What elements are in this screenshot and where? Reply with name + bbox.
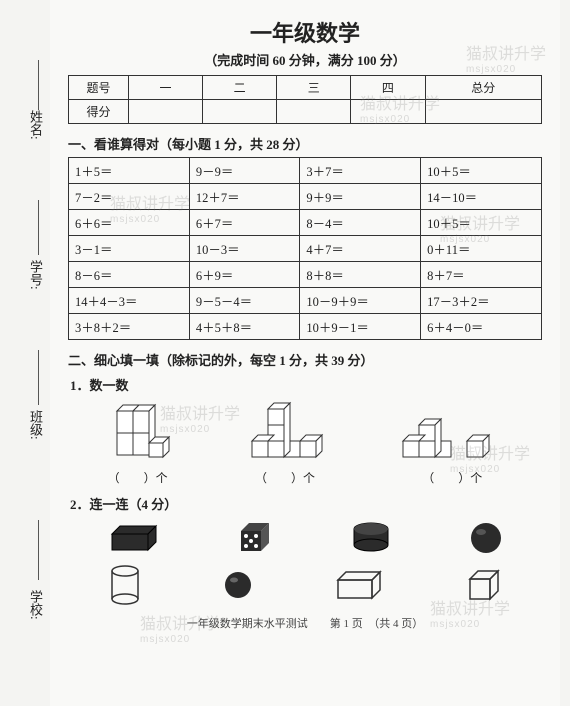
section2-heading: 二、细心填一填（除标记的外，每空 1 分，共 39 分）: [68, 350, 542, 369]
calc-cell: 8－6＝: [69, 262, 190, 288]
cell: 总分: [425, 76, 542, 100]
side-label-school: 学校:: [26, 590, 45, 620]
side-line: [38, 60, 39, 110]
count-caption: （ ）个: [255, 471, 315, 485]
calc-cell: 6＋4－0＝: [421, 314, 542, 340]
side-label-name: 姓名:: [26, 110, 45, 140]
cube-outline-icon: [466, 567, 502, 603]
table-row: 6＋6＝6＋7＝8－4＝10＋5＝: [69, 210, 542, 236]
page-footer: 一年级数学期末水平测试 第 1 页 （共 4 页）: [68, 615, 542, 631]
calc-cell: 3＋7＝: [300, 158, 421, 184]
table-row: 得分: [69, 100, 542, 124]
calc-cell: 12＋7＝: [189, 184, 300, 210]
match-top-row: [68, 519, 542, 557]
calc-cell: 10＋5＝: [421, 158, 542, 184]
calc-cell: 10＋5＝: [421, 210, 542, 236]
dice-icon: [237, 519, 275, 557]
table-row: 8－6＝6＋9＝8＋8＝8＋7＝: [69, 262, 542, 288]
page-content: 一年级数学 （完成时间 60 分钟，满分 100 分） 题号 一 二 三 四 总…: [50, 0, 560, 706]
cubes-1-icon: [103, 403, 173, 467]
match-bottom-row: [68, 563, 542, 607]
calc-cell: 3＋8＋2＝: [69, 314, 190, 340]
sphere-solid-icon: [468, 520, 504, 556]
table-row: 3＋8＋2＝4＋5＋8＝10＋9－1＝6＋4－0＝: [69, 314, 542, 340]
cell: 一: [129, 76, 203, 100]
calc-cell: 14＋4－3＝: [69, 288, 190, 314]
binding-margin: 姓名: 学号: 班级: 学校:: [0, 0, 50, 706]
side-line: [38, 200, 39, 255]
count-row: （ ）个 （ ）个: [68, 398, 542, 486]
count-item: （ ）个: [397, 401, 507, 486]
cell: [425, 100, 542, 124]
calc-cell: 0＋11＝: [421, 236, 542, 262]
calc-cell: 9－9＝: [189, 158, 300, 184]
calc-cell: 6＋7＝: [189, 210, 300, 236]
calc-cell: 8＋8＝: [300, 262, 421, 288]
side-line: [38, 350, 39, 405]
calc-cell: 10＋9－1＝: [300, 314, 421, 340]
calc-cell: 6＋6＝: [69, 210, 190, 236]
table-row: 7－2＝12＋7＝9＋9＝14－10＝: [69, 184, 542, 210]
table-row: 3－1＝10－3＝4＋7＝0＋11＝: [69, 236, 542, 262]
table-row: 14＋4－3＝9－5－4＝10－9＋9＝17－3＋2＝: [69, 288, 542, 314]
sphere-small-icon: [222, 569, 254, 601]
calc-cell: 4＋7＝: [300, 236, 421, 262]
cuboid-solid-icon: [106, 520, 161, 556]
calc-cell: 8＋7＝: [421, 262, 542, 288]
calc-cell: 9＋9＝: [300, 184, 421, 210]
cell: 四: [351, 76, 425, 100]
side-label-id: 学号:: [26, 260, 45, 290]
calc-cell: 10－9＋9＝: [300, 288, 421, 314]
cell: [351, 100, 425, 124]
table-row: 1＋5＝9－9＝3＋7＝10＋5＝: [69, 158, 542, 184]
count-item: （ ）个: [103, 403, 173, 486]
count-caption: （ ）个: [108, 471, 168, 485]
cell: [277, 100, 351, 124]
cell: [129, 100, 203, 124]
cuboid-outline-icon: [334, 568, 386, 602]
count-item: （ ）个: [242, 397, 328, 486]
cell: 得分: [69, 100, 129, 124]
score-table: 题号 一 二 三 四 总分 得分: [68, 75, 542, 124]
cell: [203, 100, 277, 124]
side-line: [38, 520, 39, 580]
calc-cell: 8－4＝: [300, 210, 421, 236]
q2-label: 2．连一连（4 分）: [70, 494, 542, 513]
cubes-3-icon: [397, 401, 507, 467]
calc-cell: 14－10＝: [421, 184, 542, 210]
calc-cell: 6＋9＝: [189, 262, 300, 288]
cell: 题号: [69, 76, 129, 100]
calc-cell: 17－3＋2＝: [421, 288, 542, 314]
cell: 三: [277, 76, 351, 100]
cylinder-outline-icon: [108, 563, 142, 607]
calc-cell: 3－1＝: [69, 236, 190, 262]
calc-cell: 1＋5＝: [69, 158, 190, 184]
section1-heading: 一、看谁算得对（每小题 1 分，共 28 分）: [68, 134, 542, 153]
calc-cell: 9－5－4＝: [189, 288, 300, 314]
count-caption: （ ）个: [422, 471, 482, 485]
calc-table: 1＋5＝9－9＝3＋7＝10＋5＝7－2＝12＋7＝9＋9＝14－10＝6＋6＝…: [68, 157, 542, 340]
table-row: 题号 一 二 三 四 总分: [69, 76, 542, 100]
cell: 二: [203, 76, 277, 100]
page-title: 一年级数学: [68, 16, 542, 48]
page-subtitle: （完成时间 60 分钟，满分 100 分）: [68, 50, 542, 69]
calc-cell: 10－3＝: [189, 236, 300, 262]
calc-cell: 7－2＝: [69, 184, 190, 210]
cubes-2-icon: [242, 397, 328, 467]
short-cylinder-icon: [350, 520, 392, 556]
calc-cell: 4＋5＋8＝: [189, 314, 300, 340]
side-label-class: 班级:: [26, 410, 45, 440]
q1-label: 1．数一数: [70, 375, 542, 394]
